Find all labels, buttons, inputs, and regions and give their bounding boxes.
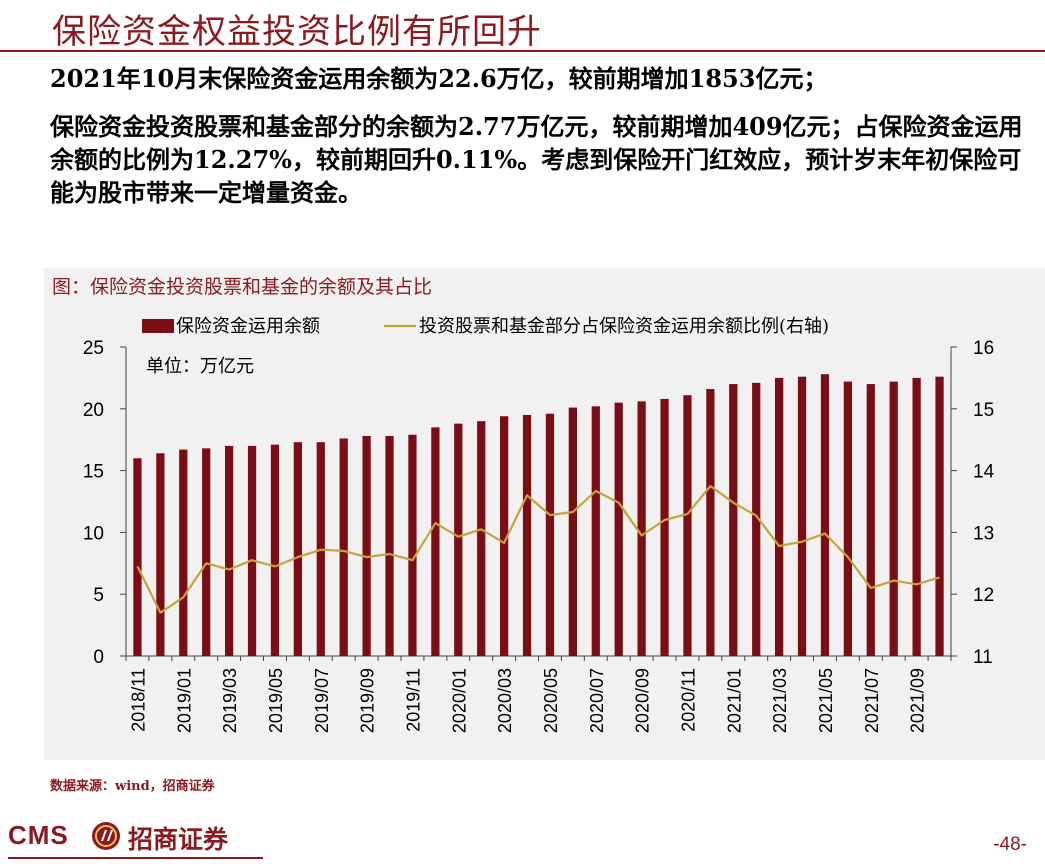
unit-label: 单位：万亿元 (146, 356, 254, 377)
bar-2021/07 (866, 384, 875, 656)
x-axis-tick-label: 2021/03 (770, 668, 790, 733)
bar-2019/03 (225, 445, 234, 656)
bar-2021/05 (820, 374, 830, 656)
x-axis-tick-label: 2020/09 (633, 668, 653, 733)
bar-2019/12 (431, 427, 440, 656)
right-axis-tick-label: 13 (973, 523, 994, 544)
bar-2019/02 (202, 448, 211, 656)
chart-panel (44, 268, 1045, 760)
bar-2020/01 (454, 423, 463, 656)
summary-paragraph-2: 保险资金投资股票和基金部分的余额为2.77万亿元，较前期增加409亿元；占保险资… (50, 112, 1023, 207)
ratio-series-line (136, 484, 940, 614)
x-axis-tick-label: 2020/07 (587, 668, 607, 733)
bar-2019/05 (270, 444, 280, 656)
x-axis-tick-label: 2019/11 (403, 668, 423, 732)
bar-2021/08 (889, 381, 898, 656)
axes-layer (120, 346, 957, 661)
bar-2020/04 (522, 414, 532, 656)
left-axis-tick-label: 10 (83, 523, 104, 544)
x-axis-tick-label: 2019/01 (174, 668, 194, 733)
bar-2020/02 (477, 421, 486, 656)
title-divider (0, 50, 1045, 52)
bar-2021/04 (797, 376, 807, 656)
page-title: 保险资金权益投资比例有所回升 (52, 12, 542, 52)
bar-2020/03 (500, 416, 509, 656)
bar-2020/12 (706, 389, 715, 656)
x-axis-tick-label: 2020/01 (449, 668, 469, 733)
bar-2020/11 (683, 395, 692, 656)
x-axis-tick-label: 2019/03 (220, 668, 240, 733)
logo-underline (8, 857, 263, 859)
x-axis-tick-label: 2021/05 (816, 668, 836, 733)
bar-2020/08 (614, 402, 623, 656)
right-axis-tick-label: 14 (973, 462, 995, 483)
bars-layer (133, 374, 944, 656)
legend-layer: 保险资金运用余额 投资股票和基金部分占保险资金运用余额比例(右轴) (142, 316, 829, 337)
bar-2021/06 (843, 381, 852, 656)
right-axis-tick-label: 12 (973, 585, 994, 606)
bar-2019/01 (179, 449, 188, 656)
bar-2020/05 (545, 413, 555, 656)
bar-2018/12 (156, 453, 165, 656)
legend-line-label: 投资股票和基金部分占保险资金运用余额比例(右轴) (419, 316, 829, 337)
bar-2019/09 (362, 435, 371, 656)
x-axis-tick-label: 2021/07 (862, 668, 882, 733)
left-axis-tick-label: 15 (83, 462, 104, 483)
right-axis-tick-label: 11 (973, 647, 993, 668)
bar-2018/11 (133, 458, 142, 656)
left-axis-tick-label: 0 (93, 647, 104, 668)
labels-layer: 0 5 10 15 20 25 11 12 13 14 15 16 2018/11 2019/01 2019… (83, 338, 995, 733)
bar-2021/03 (775, 377, 784, 656)
bar-2020/06 (568, 407, 577, 656)
summary-paragraph-1: 2021年10月末保险资金运用余额为22.6万亿，较前期增加1853亿元； (50, 64, 828, 93)
x-axis-tick-label: 2019/09 (358, 668, 378, 733)
data-source: 数据来源：wind，招商证券 (50, 779, 215, 794)
x-axis-tick-label: 2020/03 (495, 668, 515, 733)
bar-2021/02 (752, 382, 761, 656)
logo-cms: CMS (8, 820, 69, 850)
x-axis-tick-label: 2021/09 (908, 668, 928, 733)
bar-2020/10 (660, 398, 669, 656)
x-axis-tick-label: 2018/11 (128, 668, 148, 732)
bar-2019/10 (385, 435, 394, 656)
bar-2020/07 (591, 406, 600, 656)
x-axis-tick-label: 2019/05 (266, 668, 286, 733)
x-axis-tick-label: 2021/01 (724, 668, 744, 733)
bar-2019/11 (408, 434, 417, 656)
legend-bar-swatch (142, 319, 174, 333)
x-axis-tick-label: 2019/07 (312, 668, 332, 733)
bar-2019/06 (293, 442, 302, 656)
bar-2019/08 (339, 438, 348, 656)
bar-2021/10 (935, 376, 944, 656)
x-axis-tick-label: 2020/05 (541, 668, 561, 733)
bar-2019/04 (247, 445, 257, 656)
left-axis-tick-label: 25 (83, 338, 104, 359)
logo-chinese-name: 招商证券 (128, 825, 229, 854)
left-axis-tick-label: 5 (93, 585, 104, 606)
line-layer (136, 484, 940, 614)
chart-caption: 图：保险资金投资股票和基金的余额及其占比 (52, 276, 433, 298)
right-axis-tick-label: 16 (973, 338, 994, 359)
legend-bar-label: 保险资金运用余额 (176, 316, 320, 337)
bar-2021/01 (729, 384, 738, 656)
x-axis-tick-label: 2020/11 (678, 668, 698, 732)
bar-2020/09 (637, 401, 646, 656)
logo-emblem-icon (92, 822, 120, 850)
bar-2021/09 (912, 377, 921, 656)
page-number: -48- (993, 834, 1027, 855)
left-axis-tick-label: 20 (83, 400, 104, 421)
right-axis-tick-label: 15 (973, 400, 994, 421)
